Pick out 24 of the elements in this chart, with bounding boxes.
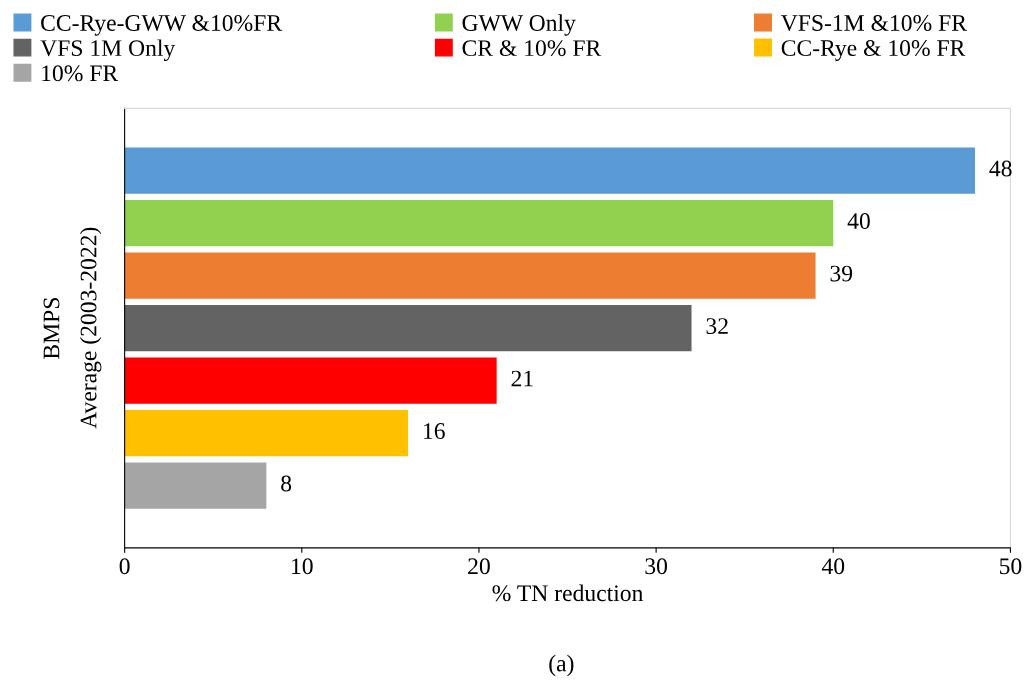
legend-label: CR & 10% FR [462,40,602,57]
data-label: 8 [281,475,292,492]
legend-label: CC-Rye-GWW &10%FR [41,14,283,36]
legend-label: VFS 1M Only [40,39,176,61]
x-tick-label: 10 [292,558,313,575]
legend-label: CC-Rye & 10% FR [781,40,966,61]
x-tick-label: 0 [119,558,130,575]
data-label: 32 [706,318,728,335]
data-label: 16 [424,423,445,439]
legend-label: VFS-1M &10% FR [780,14,967,32]
x-tick-label: 30 [645,558,668,575]
data-label: 40 [847,213,870,230]
y-axis-title: BMPS [43,298,60,359]
x-tick-label: 50 [1000,558,1022,575]
x-tick-label: 40 [821,558,845,575]
x-axis-title: % TN reduction [492,584,644,602]
legend-label: 10% FR [42,65,119,82]
data-label: 48 [989,160,1012,177]
text: (a) [549,654,574,677]
text: Average (2003-2022) [79,227,102,429]
legend-label: GWW Only [462,14,576,36]
data-label: 21 [511,370,533,387]
x-tick-label: 20 [468,558,490,575]
data-label: 39 [830,265,853,282]
